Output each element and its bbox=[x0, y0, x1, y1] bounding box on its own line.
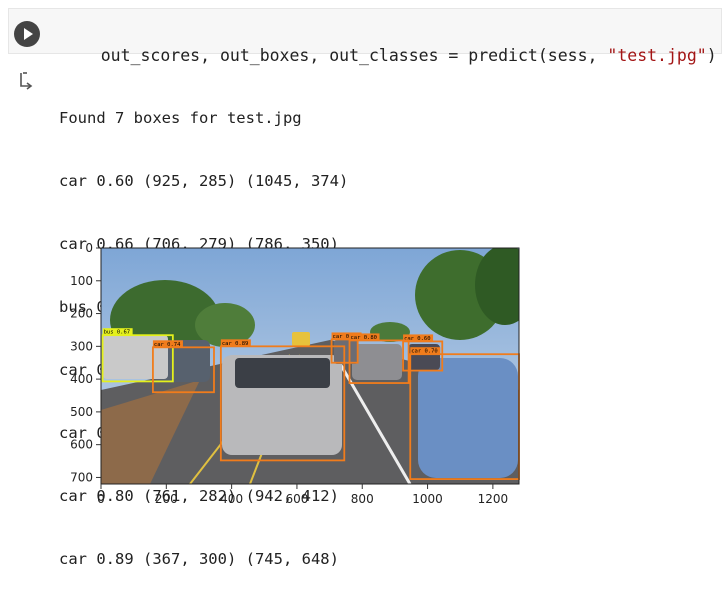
road-scene-image bbox=[101, 248, 519, 484]
detection-label: car 0.60 bbox=[404, 336, 431, 342]
y-tick-label: 0 bbox=[85, 241, 93, 255]
y-tick-label: 400 bbox=[70, 372, 93, 386]
x-tick-label: 200 bbox=[155, 492, 178, 506]
detection-label-bg bbox=[331, 332, 362, 340]
code-cell[interactable]: out_scores, out_boxes, out_classes = pre… bbox=[8, 8, 722, 65]
code-text-end: ) bbox=[706, 46, 717, 65]
code-string-literal: "test.jpg" bbox=[607, 46, 707, 65]
y-tick-label: 700 bbox=[70, 470, 93, 484]
y-tick-label: 100 bbox=[70, 274, 93, 288]
detection-label-bg bbox=[102, 328, 133, 336]
x-tick-label: 800 bbox=[351, 492, 374, 506]
output-line: car 0.60 (925, 285) (1045, 374) bbox=[59, 172, 349, 190]
output-line: car 0.89 (367, 300) (745, 648) bbox=[59, 550, 339, 568]
plot-axes: 0 200 400 600 800 1000 1200 0 100 200 300 400 500 600… bbox=[70, 241, 508, 506]
image-frame bbox=[100, 247, 520, 485]
detection-boxes: car 0.60 car 0.66 bus 0.67 car 0.70 car 0.74… bbox=[101, 328, 520, 480]
detection-box bbox=[348, 339, 410, 384]
detection-label: bus 0.67 bbox=[104, 330, 131, 336]
output-line: car 0.80 (761, 282) (942, 412) bbox=[59, 487, 339, 505]
detection-label: car 0.66 bbox=[333, 334, 360, 340]
y-tick-label: 200 bbox=[70, 307, 93, 321]
detection-label: car 0.74 bbox=[154, 342, 181, 348]
detection-label-bg bbox=[403, 334, 434, 342]
output-arrow-icon[interactable] bbox=[18, 70, 38, 90]
detection-label: car 0.80 bbox=[351, 335, 378, 341]
x-tick-label: 400 bbox=[220, 492, 243, 506]
x-tick-label: 600 bbox=[285, 492, 308, 506]
detection-box bbox=[101, 334, 174, 383]
x-tick-label: 1000 bbox=[412, 492, 443, 506]
detection-box bbox=[219, 345, 346, 462]
play-icon bbox=[24, 28, 33, 40]
output-line: Found 7 boxes for test.jpg bbox=[59, 109, 302, 127]
detection-label: car 0.70 bbox=[411, 349, 438, 355]
y-tick-label: 500 bbox=[70, 405, 93, 419]
detection-label: car 0.89 bbox=[222, 341, 249, 347]
x-tick-label: 0 bbox=[97, 492, 105, 506]
code-text: out_scores, out_boxes, out_classes = pre… bbox=[100, 46, 608, 65]
y-tick-label: 600 bbox=[70, 438, 93, 452]
run-cell-button[interactable] bbox=[14, 21, 40, 47]
detection-box bbox=[152, 346, 215, 394]
detection-label-bg bbox=[220, 339, 251, 347]
code-editor[interactable]: out_scores, out_boxes, out_classes = pre… bbox=[61, 20, 717, 92]
detection-label-bg bbox=[410, 347, 441, 355]
detection-plot: car 0.60 car 0.66 bus 0.67 car 0.70 car 0.74… bbox=[70, 241, 520, 506]
detection-label-bg bbox=[152, 340, 183, 348]
x-tick-label: 1200 bbox=[478, 492, 509, 506]
detection-label-bg bbox=[349, 333, 380, 341]
y-tick-label: 300 bbox=[70, 339, 93, 353]
